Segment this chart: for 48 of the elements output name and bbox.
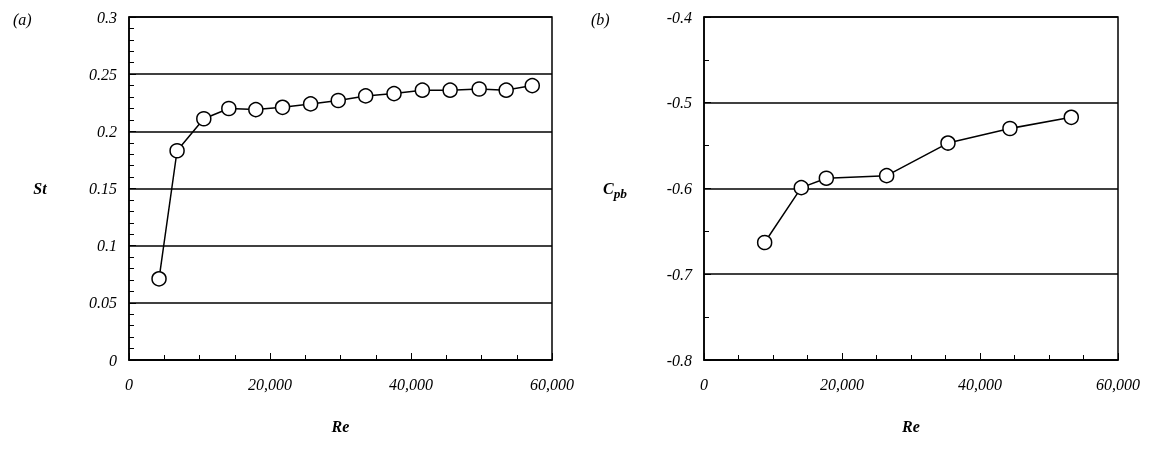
point xyxy=(248,101,264,118)
chart-title: (b) xyxy=(591,10,610,29)
y-tick-label: 0.05 xyxy=(89,294,117,312)
y-tick-label: 0.15 xyxy=(89,180,117,197)
x-tick-label: 40,000 xyxy=(958,375,1002,393)
point xyxy=(793,179,810,196)
y-tick-label: 0.1 xyxy=(97,237,117,255)
point xyxy=(524,77,541,94)
point xyxy=(471,81,487,97)
y-axis-title: C$_{pb}$ xyxy=(602,178,628,203)
point xyxy=(818,170,835,186)
point xyxy=(1063,109,1080,126)
point xyxy=(386,85,402,102)
point xyxy=(221,100,237,117)
y-tick-label: -0.7 xyxy=(666,265,693,283)
y-tick-label: 0.3 xyxy=(97,8,117,26)
x-tick-label: 20,000 xyxy=(248,375,292,393)
point xyxy=(940,135,956,151)
point xyxy=(498,82,514,98)
point xyxy=(196,111,212,127)
x-tick-label: 60,000 xyxy=(530,375,574,393)
x-tick-label: 60,000 xyxy=(1096,375,1140,393)
x-axis-title: Re xyxy=(901,417,920,435)
y-tick-label: 0.2 xyxy=(97,122,117,140)
x-tick-label: 0 xyxy=(125,375,133,393)
y-tick-label: -0.8 xyxy=(666,351,692,369)
point xyxy=(442,82,458,98)
y-tick-label: 0.25 xyxy=(89,65,117,83)
y-axis-title: St xyxy=(32,178,48,199)
point xyxy=(1002,120,1018,137)
x-tick-label: 20,000 xyxy=(820,375,864,393)
y-tick-label: -0.6 xyxy=(666,180,692,197)
x-axis-title: Re xyxy=(330,417,350,435)
x-tick-label: 0 xyxy=(700,375,708,393)
point xyxy=(878,167,895,184)
point xyxy=(151,271,167,287)
y-tick-label: -0.4 xyxy=(666,8,692,26)
y-tick-label: -0.5 xyxy=(666,94,692,112)
x-tick-label: 40,000 xyxy=(389,375,433,393)
point xyxy=(330,92,346,109)
point xyxy=(357,88,374,104)
point xyxy=(756,234,773,251)
chart-title: (a) xyxy=(13,10,32,29)
point xyxy=(414,82,431,98)
y-tick-label: 0 xyxy=(109,351,117,369)
point xyxy=(169,143,185,159)
point xyxy=(302,96,319,112)
point xyxy=(274,99,291,116)
